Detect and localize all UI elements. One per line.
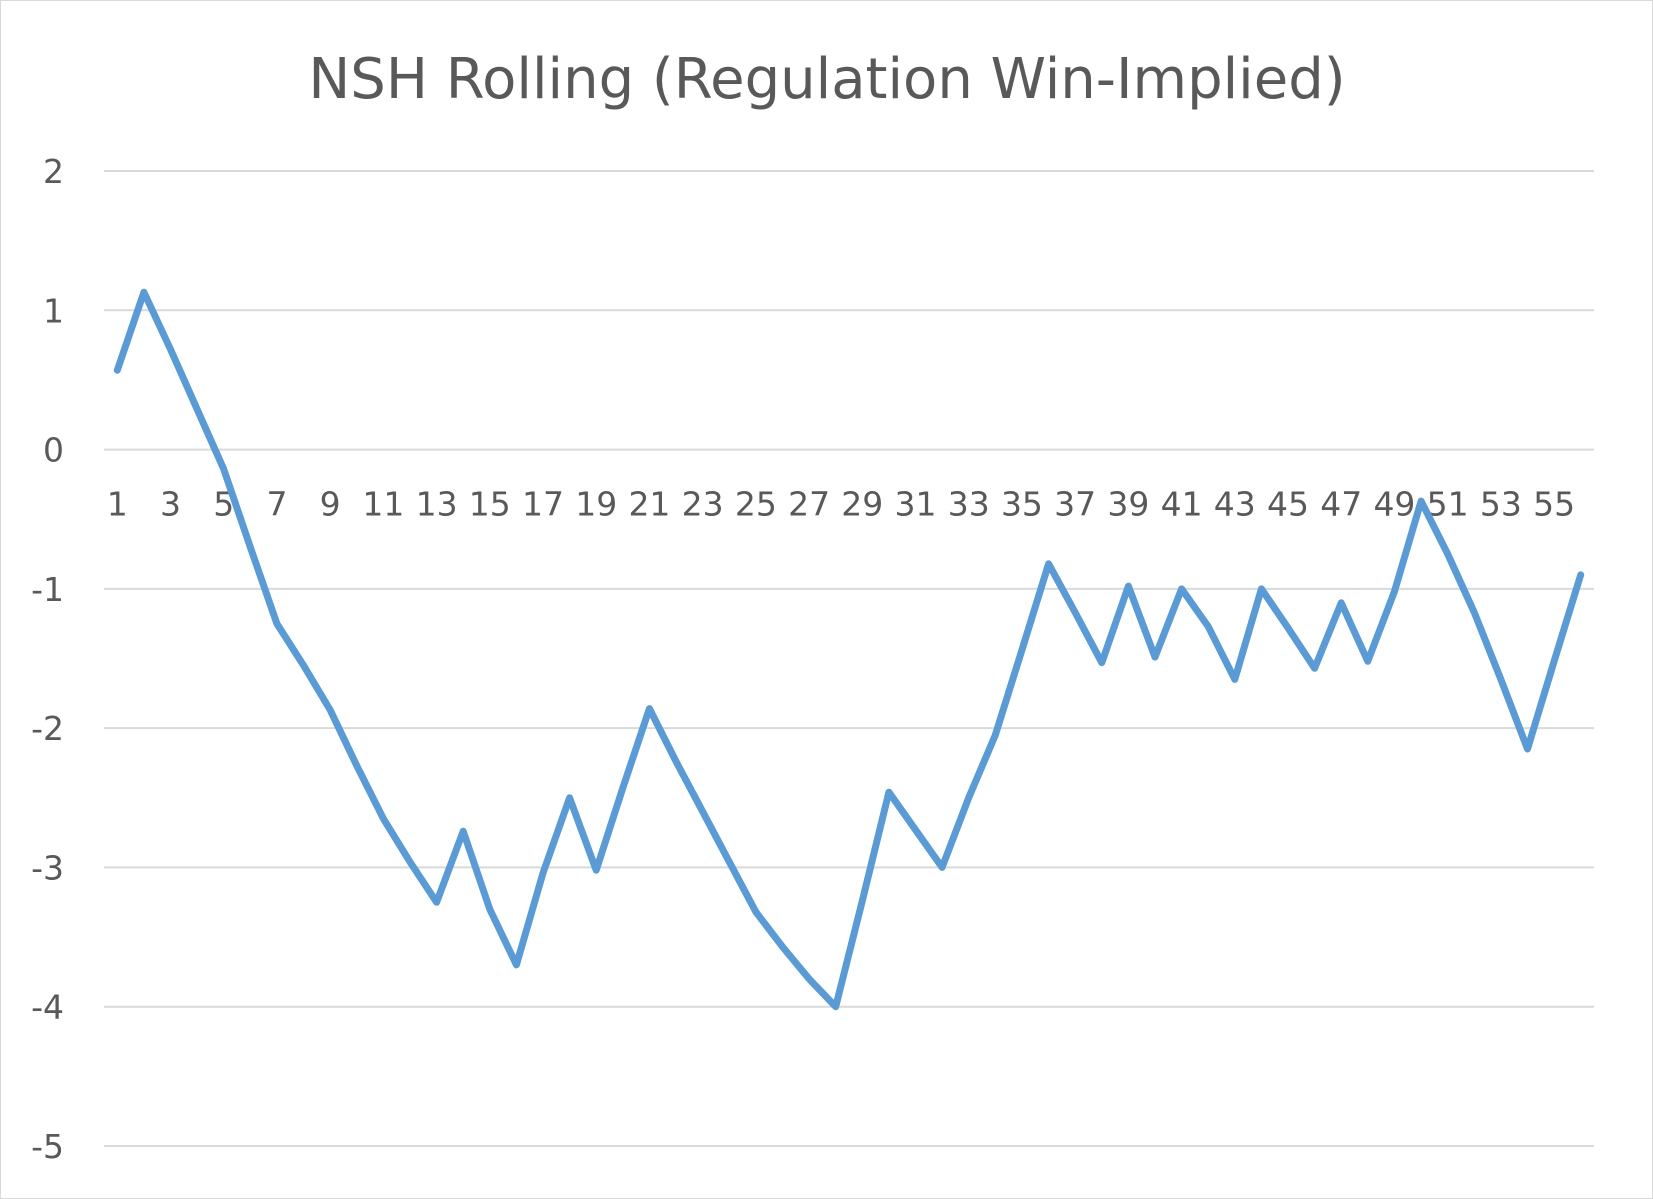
x-tick-label: 1 <box>107 485 128 524</box>
x-tick-label: 9 <box>320 485 341 524</box>
x-tick-label: 19 <box>575 485 617 524</box>
y-axis-tick-labels: 2 1 0 -1 -2 -3 -4 -5 <box>31 152 64 1166</box>
x-tick-label: 49 <box>1373 485 1415 524</box>
chart-title: NSH Rolling (Regulation Win-Implied) <box>308 47 1345 112</box>
x-axis-tick-labels: 1 3 5 7 9 11 13 15 17 19 21 23 25 27 29 31 33 35 37 39 41 43 4… <box>107 485 1575 524</box>
y-tick-label: -5 <box>31 1127 64 1166</box>
y-tick-label: -3 <box>31 848 64 887</box>
x-tick-label: 31 <box>895 485 937 524</box>
y-tick-label: 0 <box>43 431 64 470</box>
x-tick-label: 13 <box>416 485 458 524</box>
x-tick-label: 27 <box>788 485 830 524</box>
x-tick-label: 39 <box>1107 485 1149 524</box>
x-tick-label: 23 <box>682 485 724 524</box>
x-tick-label: 55 <box>1533 485 1575 524</box>
y-tick-label: 2 <box>43 152 64 191</box>
series-group <box>113 288 1585 1011</box>
x-tick-label: 29 <box>841 485 883 524</box>
x-tick-label: 7 <box>266 485 287 524</box>
x-tick-label: 35 <box>1001 485 1043 524</box>
x-tick-label: 41 <box>1161 485 1203 524</box>
x-tick-label: 17 <box>522 485 564 524</box>
gridlines <box>104 170 1594 1147</box>
x-tick-label: 11 <box>362 485 404 524</box>
x-tick-label: 43 <box>1214 485 1256 524</box>
x-tick-label: 21 <box>628 485 670 524</box>
y-tick-label: -1 <box>31 570 64 609</box>
y-tick-label: -4 <box>31 988 64 1027</box>
x-tick-label: 45 <box>1267 485 1309 524</box>
x-tick-label: 51 <box>1427 485 1469 524</box>
x-tick-label: 15 <box>469 485 511 524</box>
y-tick-label: 1 <box>43 291 64 330</box>
series-line <box>113 288 1585 1011</box>
x-tick-label: 25 <box>735 485 777 524</box>
x-tick-label: 53 <box>1480 485 1522 524</box>
x-tick-label: 47 <box>1320 485 1362 524</box>
y-tick-label: -2 <box>31 709 64 748</box>
x-tick-label: 3 <box>160 485 181 524</box>
x-tick-label: 37 <box>1054 485 1096 524</box>
x-tick-label: 33 <box>948 485 990 524</box>
